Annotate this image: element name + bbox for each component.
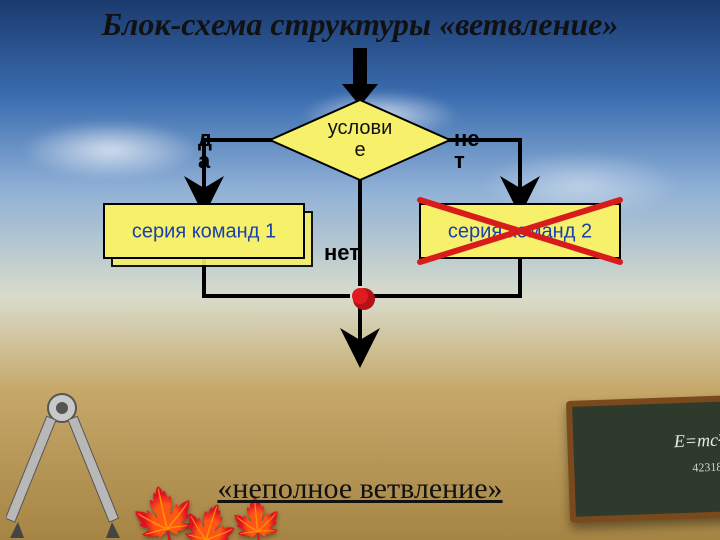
- decision-node: условие: [270, 100, 450, 180]
- edge-label: нет: [324, 242, 360, 264]
- svg-text:услови: услови: [328, 117, 393, 139]
- edge-label: нет: [454, 128, 494, 172]
- edge-label: да: [198, 128, 238, 172]
- flow-edge: [371, 258, 520, 296]
- svg-text:е: е: [354, 139, 365, 161]
- flowchart-svg: условиесерия команд 1серия команд 2: [0, 40, 720, 440]
- entry-arrow-icon: [342, 48, 378, 106]
- slide-background: 🍁 🍁 🍁 Блок-схема структуры «ветвление» «…: [0, 0, 720, 540]
- slide-subtitle: «неполное ветвление»: [0, 472, 720, 506]
- process-node: серия команд 1: [104, 204, 304, 258]
- merge-junction: [352, 288, 368, 304]
- slide-title: Блок-схема структуры «ветвление»: [0, 6, 720, 43]
- svg-text:серия команд 1: серия команд 1: [132, 220, 276, 242]
